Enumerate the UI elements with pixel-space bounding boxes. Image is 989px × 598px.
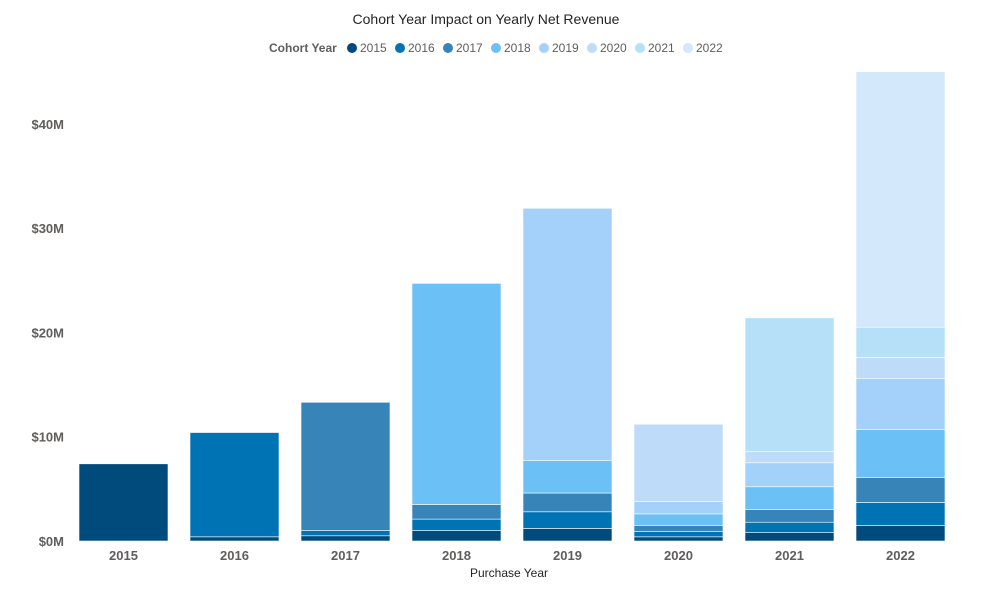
bar-segment-2021-cohort-2021[interactable]	[744, 317, 835, 452]
bar-segment-2018-cohort-2015[interactable]	[411, 530, 502, 542]
y-tick-label: $10M	[31, 430, 64, 445]
x-axis-label: Purchase Year	[470, 566, 548, 580]
bar-segment-2020-cohort-2016[interactable]	[633, 531, 724, 538]
bar-segment-2022-cohort-2020[interactable]	[855, 357, 946, 379]
legend-marker	[635, 43, 645, 53]
bar-segment-2019-cohort-2016[interactable]	[522, 511, 613, 529]
x-tick-label: 2022	[886, 548, 915, 563]
bar-segment-2015-cohort-2015[interactable]	[78, 463, 169, 542]
legend-item-2015[interactable]: 2015	[347, 41, 387, 55]
bar-segment-2022-cohort-2019[interactable]	[855, 377, 946, 430]
bar-segment-2016-cohort-2015[interactable]	[189, 536, 280, 542]
bar-segment-2022-cohort-2018[interactable]	[855, 429, 946, 478]
y-tick-label: $0M	[39, 534, 64, 549]
legend-label: 2022	[696, 41, 723, 55]
bar-segment-2020-cohort-2017[interactable]	[633, 525, 724, 532]
legend-marker	[539, 43, 549, 53]
bar-segment-2018-cohort-2017[interactable]	[411, 504, 502, 520]
bar-segment-2022-cohort-2015[interactable]	[855, 525, 946, 542]
x-tick-label: 2021	[775, 548, 804, 563]
legend-item-2017[interactable]: 2017	[443, 41, 483, 55]
legend-marker	[395, 43, 405, 53]
legend-label: 2019	[552, 41, 579, 55]
x-tick-label: 2017	[331, 548, 360, 563]
bar-segment-2020-cohort-2018[interactable]	[633, 513, 724, 526]
legend-marker	[443, 43, 453, 53]
legend-item-2019[interactable]: 2019	[539, 41, 579, 55]
bar-segment-2021-cohort-2017[interactable]	[744, 509, 835, 523]
bar-segment-2019-cohort-2015[interactable]	[522, 528, 613, 542]
x-tick-label: 2019	[553, 548, 582, 563]
legend-label: 2015	[360, 41, 387, 55]
bar-segment-2021-cohort-2019[interactable]	[744, 462, 835, 488]
y-tick-label: $40M	[31, 117, 64, 132]
legend-label: 2017	[456, 41, 483, 55]
legend-item-2020[interactable]: 2020	[587, 41, 627, 55]
bar-segment-2018-cohort-2016[interactable]	[411, 518, 502, 531]
bar-segment-2018-cohort-2018[interactable]	[411, 283, 502, 505]
y-axis: $0M $10M $20M $30M $40M	[31, 117, 64, 549]
legend-label: 2016	[408, 41, 435, 55]
bar-segment-2017-cohort-2015[interactable]	[300, 535, 391, 542]
legend-item-2022[interactable]: 2022	[683, 41, 723, 55]
legend-item-2018[interactable]: 2018	[491, 41, 531, 55]
x-axis: 2015 2016 2017 2018 2019 2020 2021 2022	[109, 548, 915, 563]
legend-marker	[491, 43, 501, 53]
bars	[78, 71, 946, 542]
x-tick-label: 2018	[442, 548, 471, 563]
bar-segment-2019-cohort-2017[interactable]	[522, 492, 613, 513]
legend-marker	[587, 43, 597, 53]
bar-segment-2022-cohort-2022[interactable]	[855, 71, 946, 328]
x-tick-label: 2016	[220, 548, 249, 563]
bar-segment-2020-cohort-2019[interactable]	[633, 501, 724, 515]
legend-label: 2021	[648, 41, 675, 55]
legend-marker	[347, 43, 357, 53]
legend-title: Cohort Year	[269, 41, 337, 55]
bar-segment-2019-cohort-2019[interactable]	[522, 207, 613, 461]
bar-segment-2022-cohort-2016[interactable]	[855, 502, 946, 526]
legend-item-2016[interactable]: 2016	[395, 41, 435, 55]
bar-segment-2022-cohort-2017[interactable]	[855, 477, 946, 503]
x-tick-label: 2015	[109, 548, 138, 563]
legend-marker	[683, 43, 693, 53]
bar-segment-2019-cohort-2018[interactable]	[522, 460, 613, 494]
legend-item-2021[interactable]: 2021	[635, 41, 675, 55]
x-tick-label: 2020	[664, 548, 693, 563]
bar-segment-2021-cohort-2016[interactable]	[744, 521, 835, 533]
legend: Cohort Year 2015 2016 2017 2018 2019 2020 2021…	[269, 41, 723, 55]
bar-segment-2020-cohort-2020[interactable]	[633, 423, 724, 502]
y-tick-label: $20M	[31, 325, 64, 340]
legend-label: 2020	[600, 41, 627, 55]
chart-title: Cohort Year Impact on Yearly Net Revenue	[353, 11, 620, 27]
bar-segment-2021-cohort-2015[interactable]	[744, 532, 835, 542]
legend-label: 2018	[504, 41, 531, 55]
bar-segment-2017-cohort-2016[interactable]	[300, 530, 391, 537]
bar-segment-2022-cohort-2021[interactable]	[855, 326, 946, 358]
bar-segment-2017-cohort-2017[interactable]	[300, 401, 391, 531]
y-tick-label: $30M	[31, 221, 64, 236]
bar-segment-2016-cohort-2016[interactable]	[189, 432, 280, 538]
bar-segment-2021-cohort-2018[interactable]	[744, 486, 835, 511]
bar-segment-2020-cohort-2015[interactable]	[633, 536, 724, 542]
bar-segment-2021-cohort-2020[interactable]	[744, 451, 835, 464]
